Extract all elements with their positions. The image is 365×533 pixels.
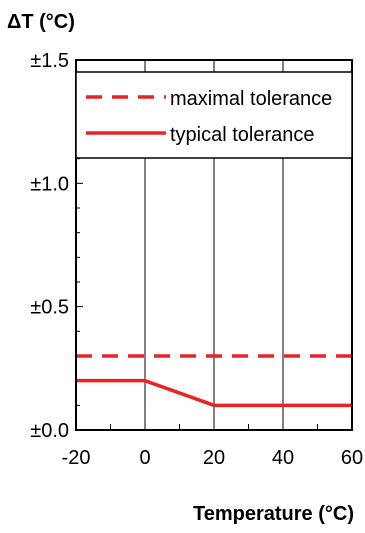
legend-box — [75, 71, 353, 159]
legend-label-typical-tolerance: typical tolerance — [170, 124, 315, 146]
series-group — [76, 354, 352, 408]
legend-label-maximal-tolerance: maximal tolerance — [170, 88, 332, 110]
x-tick-label: 60 — [341, 447, 363, 469]
y-tick-label: ±0.0 — [30, 420, 69, 442]
tick-labels: ±0.0 ±0.5 ±1.0 ±1.5 -20 0 20 40 60 — [30, 50, 363, 469]
plot-frame — [75, 59, 353, 431]
x-tick-label: 0 — [139, 447, 150, 469]
y-axis-label: ΔT (°C) — [7, 11, 75, 33]
y-tick-label: ±1.0 — [30, 173, 69, 195]
x-tick-label: -20 — [62, 447, 91, 469]
y-tick-label: ±0.5 — [30, 297, 69, 319]
y-tick-label: ±1.5 — [30, 50, 69, 72]
x-tick-label: 20 — [203, 447, 225, 469]
legend: maximal tolerance typical tolerance — [75, 71, 353, 159]
series-line-typical-tolerance — [76, 378, 352, 408]
x-axis-label: Temperature (°C) — [193, 503, 354, 525]
x-tick-label: 40 — [272, 447, 294, 469]
